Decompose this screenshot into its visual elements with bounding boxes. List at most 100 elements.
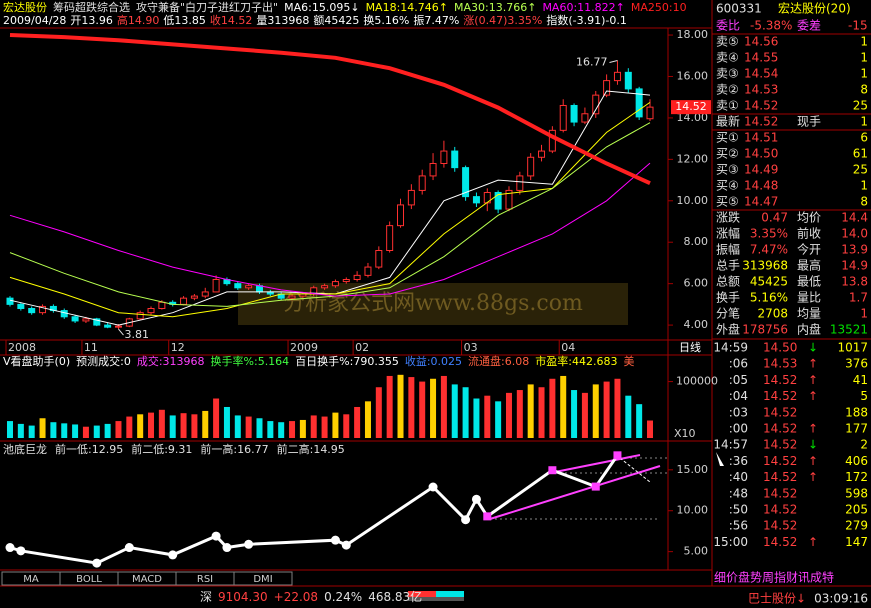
volume-bar xyxy=(571,390,578,438)
y-tick-label: 4.00 xyxy=(684,318,709,331)
candle-body xyxy=(538,150,546,158)
candle-body xyxy=(17,303,25,310)
candle-body xyxy=(418,175,426,191)
volume-info: 换手率%:5.164 xyxy=(211,354,290,368)
volume-bar xyxy=(560,375,567,438)
volume-bar xyxy=(39,418,46,438)
tick-time: :50 xyxy=(729,503,748,517)
y-tick-label: 14.00 xyxy=(677,111,709,124)
candle-body xyxy=(71,316,79,322)
pivot-marker xyxy=(591,482,600,491)
stat-label: 涨幅 xyxy=(716,226,740,241)
indicator-info: 前二高:14.95 xyxy=(277,442,345,456)
status-percent: 0.24% xyxy=(324,590,362,604)
volume-bar xyxy=(538,387,545,438)
volume-bar xyxy=(647,420,653,438)
tick-time: 15:00 xyxy=(713,535,748,549)
tick-volume: 205 xyxy=(845,503,868,517)
volume-bar xyxy=(72,424,79,438)
watermark: 分析家公式网www.88gs.com xyxy=(283,291,583,316)
volume-bar xyxy=(451,384,458,438)
y-tick-label: 5.00 xyxy=(684,545,709,558)
volume-bar xyxy=(430,378,437,438)
tick-price: 14.52 xyxy=(763,519,797,533)
latest-label: 现手 xyxy=(797,115,821,129)
tick-price: 14.52 xyxy=(763,503,797,517)
sell-label: 卖④ xyxy=(716,51,739,65)
mouse-cursor xyxy=(716,452,724,466)
tab-label[interactable]: BOLL xyxy=(76,574,102,585)
y-tick-label: 10.00 xyxy=(677,194,709,207)
candle-body xyxy=(245,285,253,289)
tick-arrow: ↑ xyxy=(808,373,818,387)
y-tick-label: 12.00 xyxy=(677,152,709,165)
stock-name: 宏达股份(20) xyxy=(778,1,851,16)
candle-body xyxy=(93,318,101,326)
buy-price: 14.49 xyxy=(744,163,778,177)
low-annotation: 3.81 xyxy=(124,328,149,341)
candle-body xyxy=(234,283,242,289)
stock-title: 宏达股份 xyxy=(3,0,47,14)
volume-bar xyxy=(202,410,209,438)
tick-volume: 279 xyxy=(845,519,868,533)
stat-value: 3.35% xyxy=(750,227,788,241)
tick-volume: 406 xyxy=(845,454,868,468)
quote-menu[interactable]: 细价盘势周指财讯成特 xyxy=(714,570,834,585)
volume-bar xyxy=(191,414,198,438)
tab-label[interactable]: RSI xyxy=(197,574,213,585)
volume-bar xyxy=(321,416,328,438)
tab-label[interactable]: MACD xyxy=(132,574,162,585)
ma-line xyxy=(9,162,651,297)
stat-value: 1 xyxy=(860,307,868,321)
volume-bar xyxy=(343,414,350,438)
volume-header: V看盘助手(0) 预测成交:0 成交:313968 换手率%:5.164 百日换手%:7… xyxy=(3,354,634,368)
candle-body xyxy=(353,274,361,281)
buy-label: 买② xyxy=(716,147,739,161)
volume-bar xyxy=(484,395,491,438)
x-tick-label: 03 xyxy=(464,341,478,354)
volume-bar xyxy=(505,392,512,438)
volume-bar xyxy=(310,415,317,438)
tick-volume: 188 xyxy=(845,405,868,419)
tick-time: :03 xyxy=(729,405,748,419)
stat-label: 量比 xyxy=(797,291,821,305)
y-tick-label: 8.00 xyxy=(684,235,709,248)
candle-body xyxy=(39,305,47,314)
point-marker xyxy=(5,543,15,553)
info-item: 低13.85 xyxy=(163,14,206,27)
buy-label: 买① xyxy=(716,131,739,145)
legend-entry: MA18:14.746↑ xyxy=(366,1,448,14)
buy-price: 14.51 xyxy=(744,131,778,145)
volume-bar xyxy=(581,392,588,438)
tick-price: 14.52 xyxy=(763,535,797,549)
tick-time: :05 xyxy=(729,373,748,387)
tab[interactable] xyxy=(233,571,293,586)
annotation-leader xyxy=(609,60,618,64)
volume-info: 美 xyxy=(623,355,634,368)
candle-body xyxy=(494,191,502,210)
volume-bar xyxy=(386,375,393,438)
volume-bar xyxy=(473,398,480,438)
candle-body xyxy=(581,113,589,123)
volume-info: 成交:313968 xyxy=(137,354,205,368)
tab-label[interactable]: MA xyxy=(23,574,39,585)
volume-bar xyxy=(603,381,610,438)
candle-body xyxy=(646,106,654,120)
buy-price: 14.48 xyxy=(744,179,778,193)
volume-bar xyxy=(82,426,89,438)
sell-label: 卖① xyxy=(716,99,739,113)
candle-body xyxy=(114,325,122,328)
candle-body xyxy=(104,324,112,328)
volume-info: 预测成交:0 xyxy=(76,354,131,368)
stat-value: 13.8 xyxy=(841,275,868,289)
candle-body xyxy=(82,318,90,322)
buy-volume: 8 xyxy=(860,195,868,209)
point-marker xyxy=(428,482,438,492)
indicator-info: 前一低:12.95 xyxy=(55,442,123,456)
stat-value: 45425 xyxy=(750,275,788,289)
tab-label[interactable]: DMI xyxy=(253,574,272,585)
tick-time: :06 xyxy=(729,357,748,371)
volume-bar xyxy=(7,421,13,438)
status-bar-graph xyxy=(436,591,464,597)
tick-volume: 598 xyxy=(845,486,868,500)
